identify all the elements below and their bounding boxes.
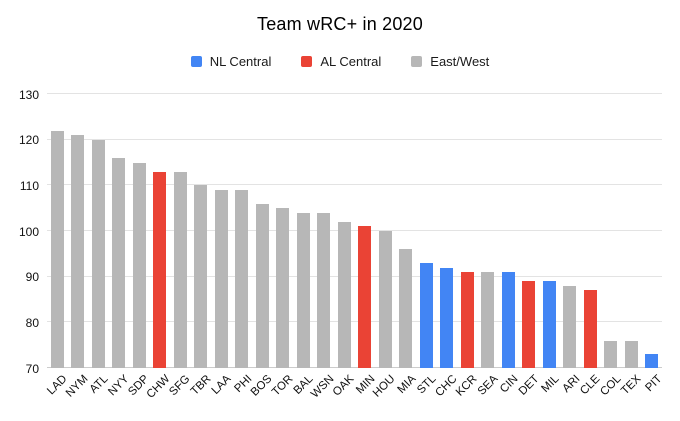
gridline-y110: [47, 184, 662, 186]
chart-title: Team wRC+ in 2020: [257, 14, 423, 34]
bar-kcr: [460, 272, 474, 368]
x-axis-tick-label-pit: PIT: [643, 373, 665, 395]
legend-item-nl-central: NL Central: [190, 54, 272, 69]
x-axis-tick-label-cin: CIN: [498, 373, 521, 396]
bar-wsn: [317, 212, 331, 368]
bar-min: [358, 226, 372, 368]
bar-stl: [419, 262, 433, 368]
gridline-y90: [47, 275, 662, 277]
x-axis-tick-label-sfg: SFG: [167, 373, 193, 399]
bar-tbr: [194, 185, 208, 368]
x-axis-tick-label-ari: ARI: [560, 373, 583, 396]
bar-hou: [378, 231, 392, 368]
bar-chc: [440, 267, 454, 368]
bar-mil: [542, 281, 556, 368]
x-axis-tick-label-mia: MIA: [395, 373, 419, 396]
x-axis-tick-label-det: DET: [516, 373, 542, 398]
gridline-y120: [47, 138, 662, 140]
y-axis-tick-label: 100: [18, 224, 39, 239]
x-axis-tick-label-oak: OAK: [331, 373, 357, 399]
east-west-swatch-icon: [411, 56, 423, 67]
gridline-y70: [47, 367, 662, 368]
y-axis-tick-label: 80: [25, 315, 39, 330]
x-axis-tick-label-laa: LAA: [209, 373, 234, 397]
x-axis-tick-label-tor: TOR: [269, 373, 296, 399]
y-axis-tick-label: 90: [25, 270, 39, 285]
y-axis-tick-label: 130: [18, 87, 39, 102]
bar-col: [604, 340, 618, 368]
legend-label: NL Central: [209, 54, 272, 69]
bar-pit: [645, 354, 659, 368]
y-axis-tick-label: 120: [18, 133, 39, 148]
x-axis-tick-label-tbr: TBR: [188, 373, 214, 398]
al-central-swatch-icon: [301, 56, 313, 67]
gridline-y130: [47, 93, 662, 94]
bar-lad: [50, 130, 64, 368]
bar-sdp: [132, 162, 146, 368]
y-axis-tick-label: 70: [25, 361, 39, 376]
bar-chw: [153, 171, 167, 368]
x-axis-tick-label-tex: TEX: [619, 373, 644, 398]
x-axis-tick-label-wsn: WSN: [308, 373, 337, 401]
x-axis-tick-label-cle: CLE: [578, 373, 603, 398]
bar-bos: [255, 203, 269, 368]
x-axis-tick-label-nym: NYM: [63, 373, 91, 400]
bar-sea: [481, 272, 495, 368]
bar-mia: [399, 249, 413, 368]
x-axis-tick-label-kcr: KCR: [454, 373, 480, 399]
x-axis-tick-label-atl: ATL: [87, 373, 111, 396]
bar-atl: [91, 139, 105, 368]
bar-cin: [501, 272, 515, 368]
bar-phi: [235, 189, 249, 368]
plot-area: 70 80 90 100 110 120 130 LAD NYM ATL NYY SDP CHW SFG T…: [19, 88, 664, 401]
x-axis-tick-label-col: COL: [598, 373, 624, 399]
bar-bal: [296, 212, 310, 368]
bar-sfg: [173, 171, 187, 368]
bar-ari: [563, 285, 577, 368]
bar-nyy: [112, 157, 126, 368]
bar-nym: [71, 135, 85, 368]
x-axis-tick-label-sea: SEA: [475, 373, 501, 398]
bar-laa: [214, 189, 228, 368]
legend-label: East/West: [430, 54, 490, 69]
legend-item-east-west: East/West: [411, 54, 489, 69]
bar-tor: [276, 208, 290, 368]
bar-cle: [583, 290, 597, 368]
legend-item-al-central: AL Central: [301, 54, 381, 69]
gridline-y100: [47, 230, 662, 231]
bar-oak: [337, 221, 351, 368]
y-axis-tick-label: 110: [19, 178, 39, 193]
x-axis-tick-label-nyy: NYY: [106, 373, 132, 399]
x-axis-tick-label-chc: CHC: [433, 373, 460, 400]
x-axis-tick-label-mil: MIL: [539, 373, 562, 396]
x-axis-tick-label-bos: BOS: [249, 373, 275, 399]
gridline-y80: [47, 321, 662, 323]
legend-label: AL Central: [320, 54, 382, 69]
bar-det: [522, 281, 536, 368]
chart-legend: NL Central AL Central East/West: [0, 54, 680, 69]
nl-central-swatch-icon: [190, 56, 202, 67]
bar-tex: [624, 340, 638, 368]
x-axis-tick-label-hou: HOU: [371, 373, 398, 400]
